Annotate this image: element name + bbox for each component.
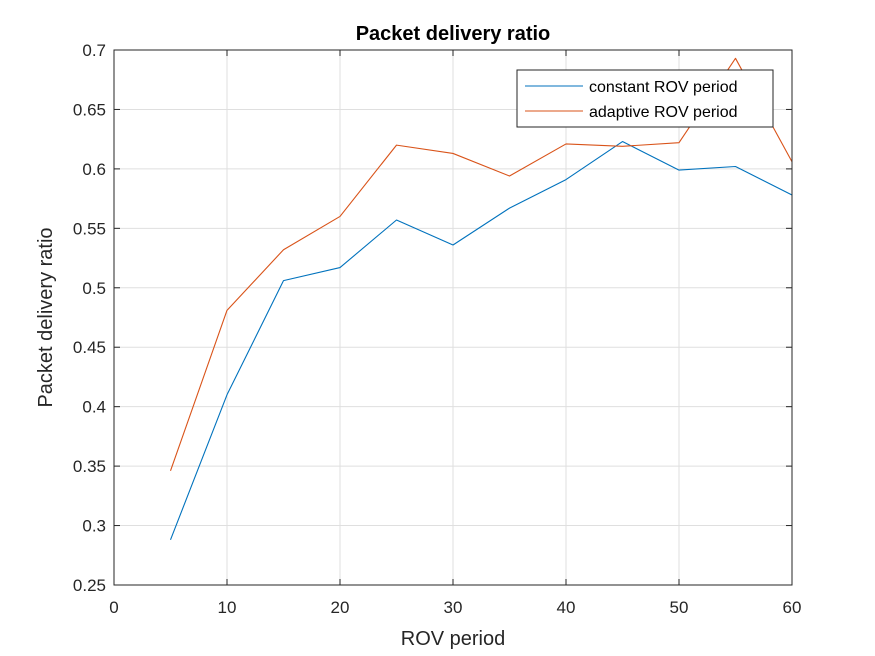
legend: constant ROV period adaptive ROV period bbox=[516, 69, 774, 128]
y-tick-label: 0.35 bbox=[73, 457, 106, 476]
x-tick-label: 10 bbox=[218, 598, 237, 617]
y-tick-label: 0.45 bbox=[73, 338, 106, 357]
x-tick-label: 30 bbox=[444, 598, 463, 617]
y-tick-label: 0.65 bbox=[73, 100, 106, 119]
y-tick-label: 0.55 bbox=[73, 219, 106, 238]
legend-entry-adaptive-rov-period: adaptive ROV period bbox=[589, 104, 738, 121]
x-tick-label: 60 bbox=[783, 598, 802, 617]
y-tick-label: 0.6 bbox=[82, 160, 106, 179]
series-line-adaptive-rov-period bbox=[169, 57, 792, 472]
y-tick-label: 0.7 bbox=[82, 41, 106, 60]
x-tick-label: 20 bbox=[331, 598, 350, 617]
y-tick-label: 0.3 bbox=[82, 517, 106, 536]
x-tick-label: 0 bbox=[109, 598, 118, 617]
y-tick-label: 0.4 bbox=[82, 398, 106, 417]
legend-entry-constant-rov-period: constant ROV period bbox=[589, 79, 738, 96]
axis-ticks: 0 10 20 30 40 50 60 0.25 0.3 0.35 0.4 0.45 0.5 0.55 0.… bbox=[73, 41, 802, 617]
legend-box bbox=[516, 69, 774, 128]
series-line-constant-rov-period bbox=[169, 140, 792, 541]
x-tick-label: 50 bbox=[670, 598, 689, 617]
x-axis-label: ROV period bbox=[401, 628, 506, 650]
chart-title: Packet delivery ratio bbox=[356, 23, 551, 45]
x-tick-label: 40 bbox=[557, 598, 576, 617]
series-lines bbox=[169, 57, 792, 541]
y-axis-label: Packet delivery ratio bbox=[35, 227, 57, 407]
y-tick-label: 0.5 bbox=[82, 279, 106, 298]
y-tick-label: 0.25 bbox=[73, 576, 106, 595]
